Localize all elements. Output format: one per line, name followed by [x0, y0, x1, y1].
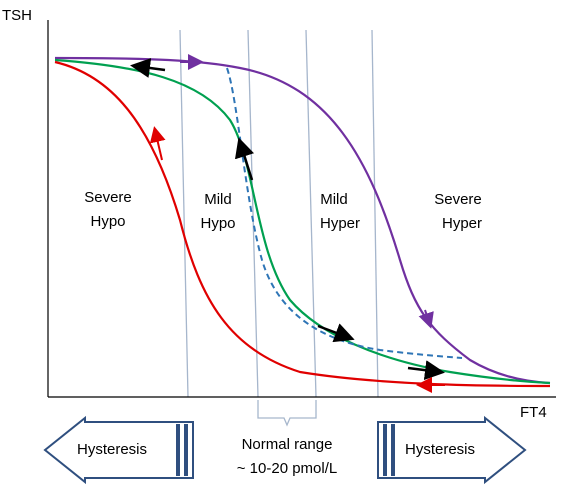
normal-range-bracket [257, 400, 317, 427]
hysteresis-label: Hysteresis [77, 441, 147, 458]
region-label: Mild [204, 191, 232, 208]
normal-range-value: ~ 10-20 pmol/L [237, 460, 337, 477]
region-label: Hypo [90, 213, 125, 230]
normal-range-label: Normal range [242, 436, 333, 453]
region-label: Severe [434, 191, 482, 208]
y-axis-label: TSH [2, 7, 32, 24]
region-label: Severe [84, 189, 132, 206]
region-label: Hyper [320, 215, 360, 232]
stripe [383, 424, 387, 476]
dashed-curve [226, 67, 463, 359]
region-label: Hyper [442, 215, 482, 232]
green-curve [54, 58, 551, 385]
stripe [176, 424, 180, 476]
hysteresis-label: Hysteresis [405, 441, 475, 458]
arrow [407, 360, 445, 381]
arrow [130, 58, 166, 78]
arrow [149, 126, 166, 161]
arrow [317, 323, 355, 343]
x-axis-label: FT4 [520, 404, 547, 421]
region-lines [179, 29, 379, 398]
stripe [391, 424, 395, 476]
region-label: Hypo [200, 215, 235, 232]
hysteresis-right-arrow [377, 415, 527, 485]
arrow [234, 137, 255, 181]
stripe [184, 424, 188, 476]
arrow [418, 309, 434, 329]
hysteresis-left-arrow [43, 415, 194, 485]
region-label: Mild [320, 191, 348, 208]
